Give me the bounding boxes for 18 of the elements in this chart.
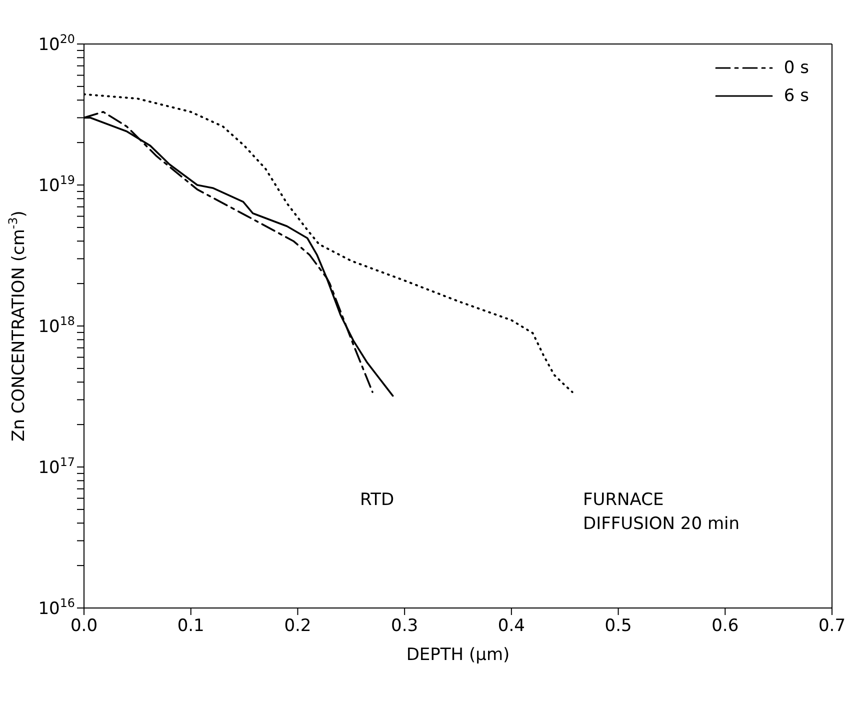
y-tick-label: 10$^{18}$: [38, 314, 75, 337]
legend-label: 0 s: [784, 58, 809, 78]
y-tick-label: 10$^{20}$: [38, 32, 75, 55]
y-tick-label: 10$^{19}$: [38, 173, 75, 196]
x-tick-label: 0.2: [284, 616, 312, 636]
y-tick-label: 10$^{17}$: [38, 455, 75, 478]
x-tick-label: 0.6: [712, 616, 739, 636]
x-tick-label: 0.3: [391, 616, 418, 636]
y-tick-label: 10$^{16}$: [38, 596, 75, 619]
x-tick-label: 0.7: [818, 616, 846, 636]
annotation: FURNACE DIFFUSION 20 min: [583, 489, 740, 536]
x-axis-title: DEPTH (μm): [406, 645, 510, 665]
x-tick-label: 0.5: [604, 616, 632, 636]
x-tick-label: 0.4: [498, 616, 525, 636]
x-tick-label: 0.0: [70, 616, 98, 636]
annotation: RTD: [360, 489, 394, 512]
legend-label: 6 s: [784, 86, 809, 106]
x-tick-label: 0.1: [177, 616, 204, 636]
